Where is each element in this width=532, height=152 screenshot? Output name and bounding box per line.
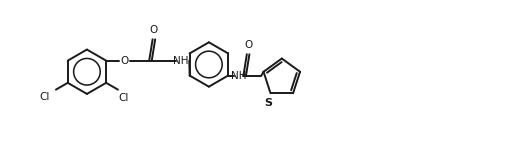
Text: O: O xyxy=(120,56,128,66)
Text: O: O xyxy=(150,25,158,35)
Text: NH: NH xyxy=(172,56,188,66)
Text: S: S xyxy=(264,98,272,108)
Text: NH: NH xyxy=(231,71,246,81)
Text: Cl: Cl xyxy=(39,92,50,102)
Text: Cl: Cl xyxy=(119,93,129,103)
Text: O: O xyxy=(244,40,252,50)
